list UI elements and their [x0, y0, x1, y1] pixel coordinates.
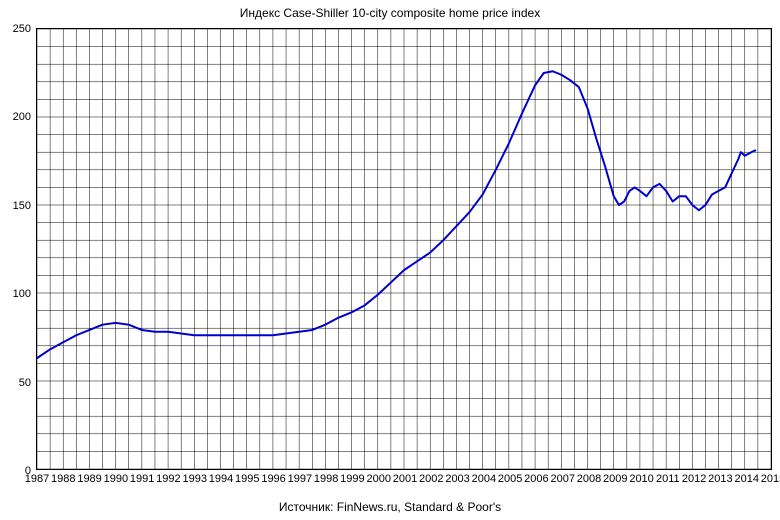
chart-title: Индекс Case-Shiller 10-city composite ho…	[0, 6, 780, 20]
series-layer	[37, 29, 771, 469]
y-tick-label: 250	[13, 23, 37, 35]
x-tick-label: 1996	[261, 469, 285, 485]
chart-container: Индекс Case-Shiller 10-city composite ho…	[0, 0, 780, 520]
plot-area: 0501001502002501987198819891990199119921…	[36, 28, 772, 470]
x-tick-label: 1995	[235, 469, 259, 485]
x-tick-label: 2010	[629, 469, 653, 485]
x-tick-label: 2000	[366, 469, 390, 485]
x-tick-label: 1987	[25, 469, 49, 485]
y-tick-label: 150	[13, 200, 37, 212]
x-tick-label: 2004	[472, 469, 496, 485]
price-index-line	[37, 71, 755, 358]
x-tick-label: 2013	[708, 469, 732, 485]
x-tick-label: 2006	[524, 469, 548, 485]
x-tick-label: 1989	[77, 469, 101, 485]
x-tick-label: 2011	[656, 469, 680, 485]
x-tick-label: 2002	[419, 469, 443, 485]
x-tick-label: 1998	[314, 469, 338, 485]
x-tick-label: 1991	[130, 469, 154, 485]
x-tick-label: 2014	[734, 469, 758, 485]
x-tick-label: 1994	[209, 469, 233, 485]
x-tick-label: 1988	[51, 469, 75, 485]
y-tick-label: 100	[13, 288, 37, 300]
x-tick-label: 2007	[550, 469, 574, 485]
x-tick-label: 1993	[182, 469, 206, 485]
x-tick-label: 2001	[393, 469, 417, 485]
x-tick-label: 1992	[156, 469, 180, 485]
x-tick-label: 2008	[577, 469, 601, 485]
chart-source: Источник: FinNews.ru, Standard & Poor's	[0, 500, 780, 514]
x-tick-label: 1990	[104, 469, 128, 485]
x-tick-label: 2015	[761, 469, 780, 485]
x-tick-label: 2009	[603, 469, 627, 485]
x-tick-label: 1997	[288, 469, 312, 485]
x-tick-label: 2012	[682, 469, 706, 485]
x-tick-label: 2005	[498, 469, 522, 485]
y-tick-label: 50	[19, 377, 37, 389]
x-tick-label: 1999	[340, 469, 364, 485]
x-tick-label: 2003	[445, 469, 469, 485]
y-tick-label: 200	[13, 111, 37, 123]
